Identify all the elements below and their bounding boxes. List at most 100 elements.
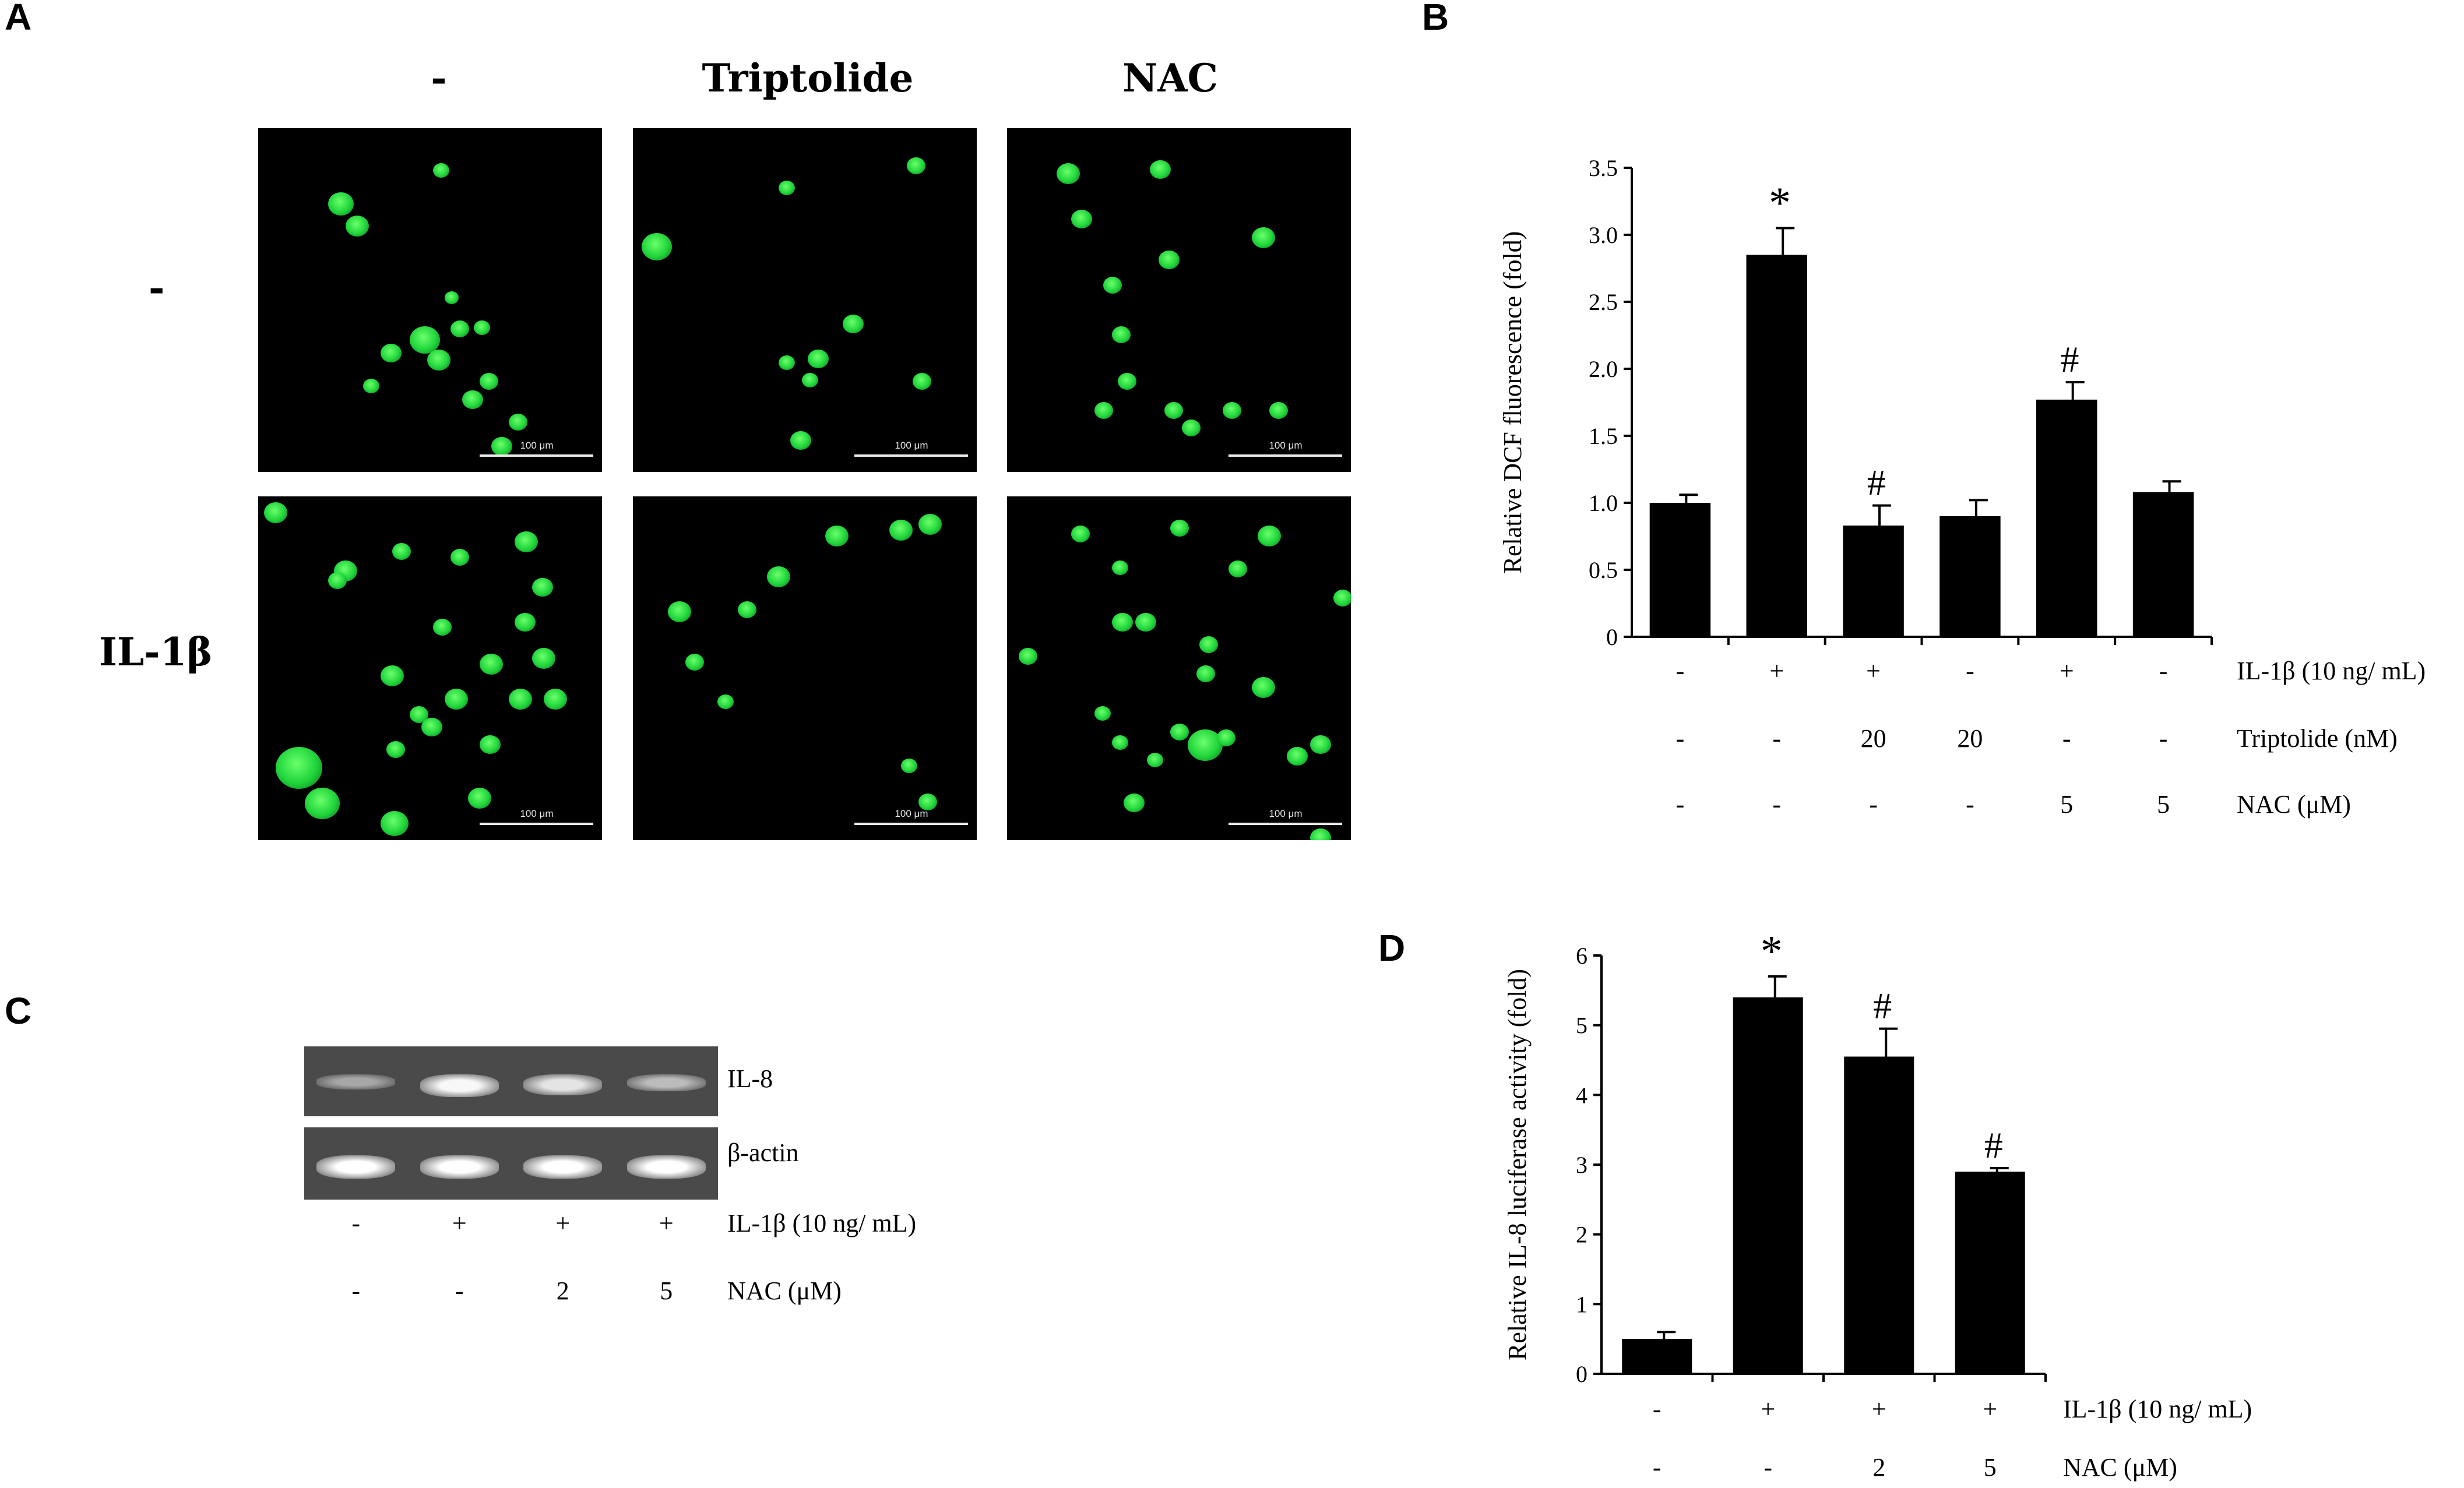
chart-b-condition-value: -	[2159, 657, 2168, 685]
fluorescent-cell	[392, 543, 411, 560]
scale-bar-label: 100 μm	[1269, 440, 1303, 451]
fluorescent-cell	[1199, 636, 1218, 653]
column-header-nac: NAC	[1122, 55, 1219, 101]
fluorescent-cell	[480, 735, 501, 754]
gel-il8-band	[316, 1074, 396, 1089]
chart-d-y-tick-label: 5	[1576, 1013, 1587, 1039]
chart-d-condition-value: -	[1652, 1395, 1662, 1423]
fluorescent-cell	[1118, 373, 1136, 390]
row-header-control: -	[149, 265, 165, 311]
chart-d-condition-value: 2	[1872, 1453, 1886, 1482]
chart-d-y-tick-label: 4	[1576, 1082, 1587, 1108]
fluorescent-cell	[468, 788, 491, 809]
fluorescent-cell	[515, 613, 536, 632]
fluorescent-cell	[276, 747, 322, 789]
fluorescent-cell	[480, 373, 498, 390]
fluorescent-cell	[381, 344, 402, 363]
gel-condition-value: +	[452, 1209, 467, 1237]
chart-b-condition-value: 20	[1957, 724, 1983, 753]
chart-d-condition-value: +	[1761, 1395, 1776, 1423]
fluorescent-cell	[381, 665, 404, 686]
gel-beta-actin-band	[523, 1155, 603, 1179]
chart-b-y-tick-label: 0.5	[1589, 557, 1618, 583]
gel-condition-value: +	[659, 1209, 674, 1237]
chart-b-y-tick-label: 1.0	[1589, 490, 1618, 516]
fluorescent-cell	[1164, 402, 1183, 419]
chart-b-condition-value: 20	[1860, 724, 1886, 753]
chart-b-condition-value: +	[1769, 657, 1784, 685]
fluorescent-cell	[1182, 419, 1201, 436]
chart-b-condition-label-il1b: IL-1β (10 ng/ mL)	[2237, 657, 2426, 685]
fluorescent-cell	[410, 326, 440, 354]
gel-condition-label-nac: NAC (μM)	[727, 1277, 842, 1305]
chart-d-bar	[1844, 1056, 1914, 1374]
chart-b-bar	[2132, 492, 2194, 637]
gel-condition-value: 2	[556, 1277, 569, 1305]
micrograph-nac-untreated: 100 μm	[1007, 128, 1351, 472]
chart-d-bar	[1955, 1171, 2025, 1374]
fluorescent-cell	[1124, 794, 1145, 813]
fluorescent-cell	[363, 379, 379, 394]
chart-d-condition-value: -	[1763, 1453, 1773, 1482]
chart-d-significance-mark: #	[1873, 985, 1892, 1027]
column-header-triptolide: Triptolide	[702, 55, 914, 101]
micrograph-control-il1b: 100 μm	[258, 496, 602, 840]
gel-condition-value: 5	[660, 1277, 673, 1305]
fluorescent-cell	[381, 811, 409, 837]
fluorescent-cell	[907, 157, 925, 174]
fluorescent-cell	[843, 315, 864, 334]
panel-a-letter: A	[5, 0, 32, 38]
fluorescent-cell	[1112, 613, 1133, 632]
fluorescent-cell	[509, 689, 532, 710]
chart-b-y-axis-label: Relative DCF fluorescence (fold)	[1498, 231, 1527, 574]
fluorescent-cell	[1094, 402, 1113, 419]
chart-b-condition-value: 5	[2060, 790, 2074, 819]
fluorescent-cell	[1159, 251, 1180, 270]
fluorescent-cell	[1310, 828, 1331, 840]
gel-condition-label-il1b: IL-1β (10 ng/ mL)	[727, 1209, 917, 1237]
fluorescent-cell	[889, 520, 913, 541]
chart-d-condition-value: -	[1652, 1453, 1662, 1482]
chart-d-y-tick-label: 1	[1576, 1291, 1587, 1317]
fluorescent-cell	[433, 163, 449, 178]
chart-d-y-tick-label: 2	[1576, 1222, 1587, 1248]
fluorescent-cell	[346, 216, 369, 237]
chart-b-condition-label-nac: NAC (μM)	[2237, 790, 2351, 819]
fluorescent-cell	[767, 566, 790, 587]
fluorescent-cell	[790, 431, 811, 450]
chart-b-y-tick-label: 3.5	[1589, 155, 1618, 181]
scale-bar	[854, 454, 968, 457]
fluorescent-cell	[913, 373, 931, 390]
fluorescent-cell	[1170, 520, 1189, 537]
fluorescent-cell	[532, 648, 555, 669]
chart-b-condition-value: -	[1869, 790, 1878, 819]
gel-il8	[304, 1046, 718, 1116]
fluorescent-cell	[825, 526, 849, 546]
fluorescent-cell	[509, 414, 527, 431]
fluorescent-cell	[1103, 277, 1122, 294]
fluorescent-cell	[1135, 613, 1156, 632]
fluorescent-cell	[1071, 526, 1090, 542]
fluorescent-cell	[808, 350, 829, 369]
scale-bar-label: 100 μm	[895, 808, 928, 819]
scale-bar-label: 100 μm	[895, 440, 928, 451]
row-header-il1b: IL-1β	[99, 629, 213, 675]
fluorescent-cell	[328, 192, 354, 216]
chart-d-condition-label-il1b: IL-1β (10 ng/ mL)	[2063, 1395, 2252, 1423]
gel-condition-value: -	[455, 1277, 464, 1305]
chart-d-condition-label-nac: NAC (μM)	[2063, 1453, 2177, 1482]
fluorescent-cell	[264, 502, 287, 523]
fluorescent-cell	[433, 619, 452, 636]
chart-d-bar	[1622, 1339, 1692, 1374]
chart-b-bar	[1939, 516, 2001, 637]
chart-b-condition-label-triptolide: Triptolide (nM)	[2237, 724, 2398, 753]
fluorescent-cell	[918, 794, 937, 810]
fluorescent-cell	[1310, 735, 1331, 754]
fluorescent-cell	[1150, 160, 1171, 179]
fluorescent-cell	[1223, 402, 1241, 419]
fluorescent-cell	[1147, 753, 1163, 768]
fluorescent-cell	[1094, 706, 1111, 721]
fluorescent-cell	[450, 320, 469, 337]
chart-b-y-tick-label: 2.5	[1589, 289, 1618, 315]
fluorescent-cell	[738, 601, 756, 618]
